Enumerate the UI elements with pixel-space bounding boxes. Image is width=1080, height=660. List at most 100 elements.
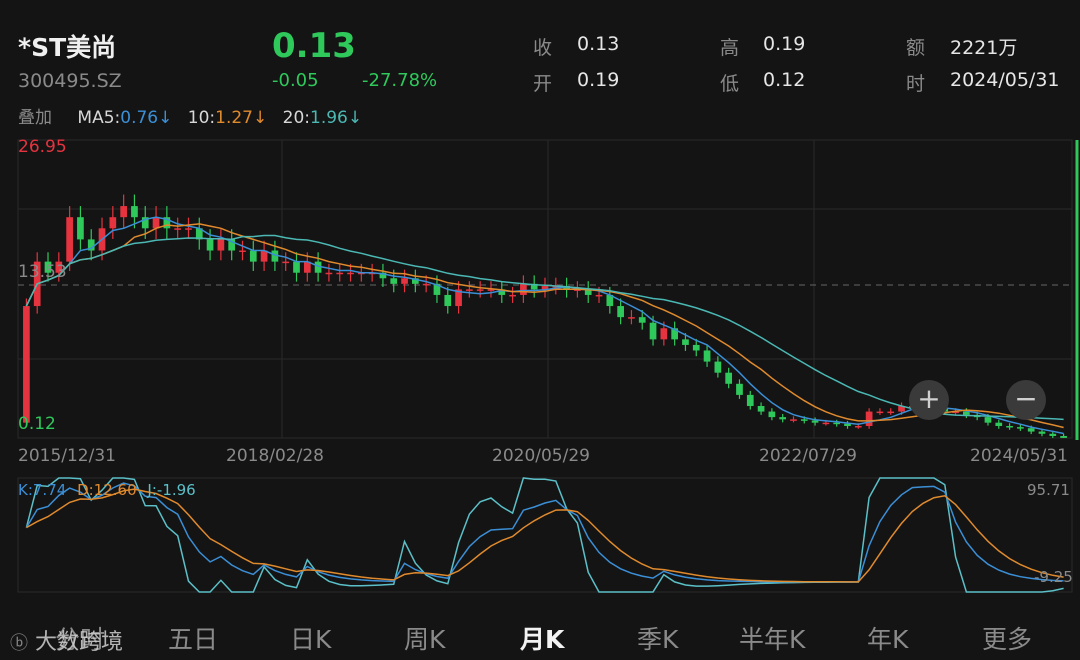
k-value: 7.74 [32, 481, 67, 499]
tab-weekly-k[interactable]: 周K [404, 625, 446, 654]
overlay-button[interactable]: 叠加 [18, 108, 52, 128]
high-value: 0.19 [763, 33, 806, 55]
candle-body [736, 383, 743, 395]
candle-body [768, 411, 776, 418]
open-value: 0.19 [577, 69, 620, 91]
candle-body [876, 411, 884, 414]
candle-body [455, 289, 462, 307]
candle-body [854, 426, 862, 428]
candle-body [757, 406, 765, 412]
high-label: 高 [720, 37, 740, 59]
candle-body [141, 217, 149, 229]
candle-body [23, 306, 30, 423]
candle-body [217, 239, 225, 251]
candle-body [55, 261, 63, 273]
candle-body [779, 417, 787, 420]
tab-quarterly-k[interactable]: 季K [637, 625, 679, 654]
stock-code: 300495.SZ [18, 70, 122, 92]
tab-half-year-k[interactable]: 半年K [739, 625, 806, 654]
candle-body [185, 228, 192, 230]
low-label: 低 [720, 73, 740, 95]
price-change-pct: -27.78% [362, 70, 438, 91]
tab-five-day[interactable]: 五日 [168, 625, 219, 654]
amount-label: 额 [906, 37, 926, 59]
candle-body [692, 344, 700, 351]
zoom-out-button[interactable]: − [1006, 380, 1046, 420]
j-value: -1.96 [156, 481, 196, 499]
low-value: 0.12 [763, 69, 806, 91]
candle-body [303, 261, 311, 273]
candle-body [131, 206, 138, 218]
tab-monthly-k[interactable]: 月K [520, 625, 565, 654]
candle-body [1017, 427, 1024, 429]
candle-body [325, 272, 333, 275]
candle-body [800, 419, 808, 421]
tab-intraday[interactable]: 分时 [55, 625, 106, 654]
candle-body [466, 289, 473, 291]
candle-body [509, 294, 516, 297]
chart-grid [17, 139, 1079, 593]
candle-body [628, 317, 635, 319]
candle-body [195, 228, 203, 240]
date-label: 2020/05/29 [492, 446, 590, 466]
last-price: 0.13 [272, 26, 356, 66]
ma5-line [25, 216, 1064, 435]
candle-body [487, 289, 495, 291]
amount-value: 2221万 [950, 37, 1018, 59]
tab-yearly-k[interactable]: 年K [867, 625, 909, 654]
candle-body [357, 272, 365, 275]
price-frame [17, 139, 1073, 439]
ma-lines [25, 216, 1064, 435]
candle-body [617, 306, 624, 318]
time-value: 2024/05/31 [950, 69, 1060, 91]
candle-body [336, 272, 344, 275]
candle-body [682, 339, 689, 345]
candle-body [87, 239, 95, 251]
candle-body [822, 422, 830, 425]
candle-body [887, 411, 895, 414]
tab-more[interactable]: 更多 [982, 625, 1033, 654]
candle-body [66, 217, 73, 262]
ma10-value: 1.27↓ [215, 108, 268, 128]
candle-body [152, 217, 160, 229]
close-label: 收 [533, 37, 553, 59]
ma-legend: 叠加 MA5:0.76↓ 10:1.27↓ 20:1.96↓ [18, 103, 366, 128]
candle-body [444, 294, 452, 307]
candle-body [498, 289, 506, 295]
price-min-label: 0.12 [18, 414, 56, 434]
close-value: 0.13 [577, 33, 620, 55]
ma5-value: 0.76↓ [120, 108, 173, 128]
ma20-line [25, 234, 1064, 421]
candle-body [995, 422, 1003, 427]
ma20-value: 1.96↓ [310, 108, 363, 128]
stock-name: *ST美尚 [18, 33, 117, 62]
candles [23, 194, 1067, 438]
candle-body [271, 250, 279, 262]
candle-body [1049, 433, 1057, 437]
tab-daily-k[interactable]: 日K [290, 625, 332, 654]
candle-body [606, 294, 614, 307]
candle-body [109, 217, 117, 229]
zoom-in-button[interactable]: + [909, 380, 949, 420]
candle-body [1027, 428, 1035, 432]
price-max-label: 26.95 [18, 137, 67, 157]
candle-body [714, 361, 722, 373]
candle-body [249, 250, 257, 262]
candle-body [574, 289, 581, 291]
kdj-legend: K:7.74 D:12.60 J:-1.96 [18, 481, 196, 499]
candle-body [314, 261, 322, 273]
candle-body [530, 283, 538, 290]
kline-chart[interactable] [0, 0, 1080, 600]
j-line [25, 477, 1064, 593]
kdj-max-label: 95.71 [1027, 481, 1070, 499]
d-line [26, 488, 1064, 583]
ma5-label: MA5: [77, 108, 121, 128]
candle-body [476, 289, 484, 291]
candle-body [963, 411, 970, 415]
candle-body [228, 239, 236, 251]
candle-body [638, 317, 646, 323]
candle-body [347, 272, 354, 275]
candle-body [898, 406, 905, 412]
watermark: ⓑ 大数跨境 [10, 624, 123, 656]
date-label: 2018/02/28 [226, 446, 324, 466]
